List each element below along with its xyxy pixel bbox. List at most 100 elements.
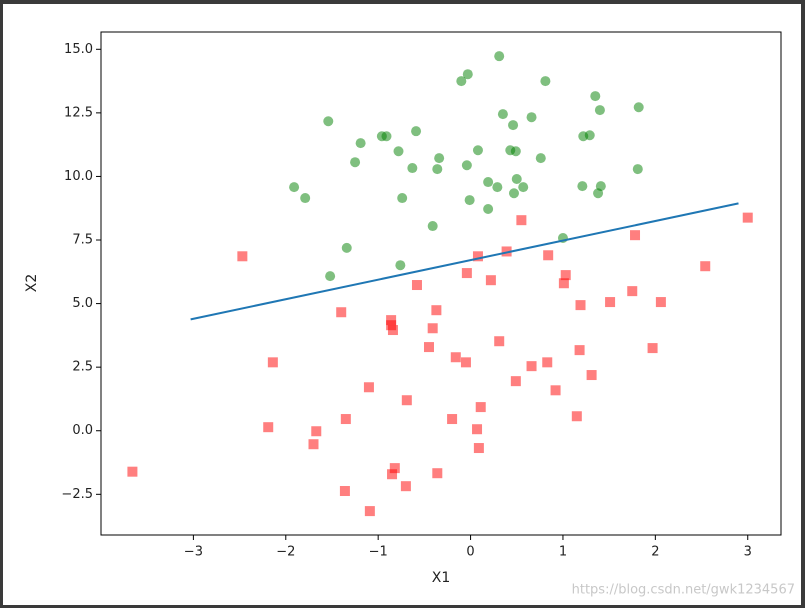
circle-point [434,153,445,164]
square-point [742,212,753,223]
circle-point [456,76,467,87]
square-point [311,426,322,437]
circle-point [427,221,438,232]
square-point [630,230,641,241]
circle-point [540,76,551,87]
square-point [574,345,585,356]
square-point [542,357,553,368]
square-point [516,215,527,226]
square-point [411,280,422,291]
square-point [400,481,411,492]
circle-point [289,182,300,193]
square-point [340,414,351,425]
circle-point [472,145,483,156]
circle-point [593,188,604,199]
square-point [647,343,658,354]
square-point [558,278,569,289]
square-point [339,486,350,497]
square-point [308,439,319,450]
circle-point [464,195,475,206]
circle-point [577,181,588,192]
square-point [461,268,472,279]
square-point [472,251,483,262]
y-tick-label: 15.0 [64,42,93,57]
square-point [364,506,375,517]
circle-point [508,188,519,199]
circle-point [393,146,404,157]
circle-point [323,116,334,127]
circle-point [590,91,601,102]
circle-point [462,69,473,80]
x-tick-label: 2 [651,545,659,560]
square-point [485,275,496,286]
x-axis-label: X1 [432,570,451,586]
square-point [401,395,412,406]
y-tick-label: 10.0 [64,169,93,184]
square-point [263,422,274,433]
x-tick-label: −1 [369,545,388,560]
square-point [543,250,554,261]
circle-point [518,182,529,193]
circle-point [511,173,522,184]
square-point [423,342,434,353]
square-point [447,414,458,425]
x-tick-label: 1 [559,545,567,560]
fit-line [190,202,739,321]
circle-point [325,271,336,282]
square-point [473,443,484,454]
square-point [450,352,461,363]
square-point [575,300,586,311]
circle-point [526,112,537,123]
circle-point [494,51,505,62]
circle-point [584,130,595,141]
x-tick-label: 3 [744,545,752,560]
circle-point [497,109,508,120]
circle-point [432,164,443,175]
square-point [494,336,505,347]
x-tick-label: −2 [276,545,295,560]
square-point [472,424,483,435]
figure-background [3,4,801,605]
circle-point [492,182,503,193]
square-point [127,466,138,477]
circle-point [350,157,361,168]
circle-point [633,102,644,113]
square-point [655,297,666,308]
square-point [475,402,486,413]
circle-point [535,153,546,164]
circle-point [300,193,311,204]
circle-point [508,120,519,131]
square-point [627,286,638,297]
y-tick-label: 0.0 [72,423,93,438]
square-point [432,468,443,479]
y-tick-label: −2.5 [61,487,93,502]
circle-point [395,260,406,271]
square-point [427,323,438,334]
square-point [363,382,374,393]
circle-point [461,160,472,171]
circle-point [411,126,422,137]
circle-point [483,203,494,214]
y-tick-label: 7.5 [72,233,93,248]
square-point [526,361,537,372]
circle-point [632,164,643,175]
square-point [237,251,248,262]
square-point [336,307,347,318]
y-tick-label: 2.5 [72,360,93,375]
circle-point [483,177,494,188]
circle-point [594,105,605,116]
square-point [460,357,471,368]
square-point [571,411,582,422]
square-point [605,297,616,308]
circle-point [341,242,352,253]
y-axis-label: X2 [24,274,40,293]
square-point [389,463,400,474]
y-tick-label: 12.5 [64,105,93,120]
circle-point [407,163,418,174]
circle-point [510,146,521,157]
x-tick-label: 0 [466,545,474,560]
circle-point [355,138,366,149]
square-point [386,315,397,326]
square-point [431,305,442,316]
